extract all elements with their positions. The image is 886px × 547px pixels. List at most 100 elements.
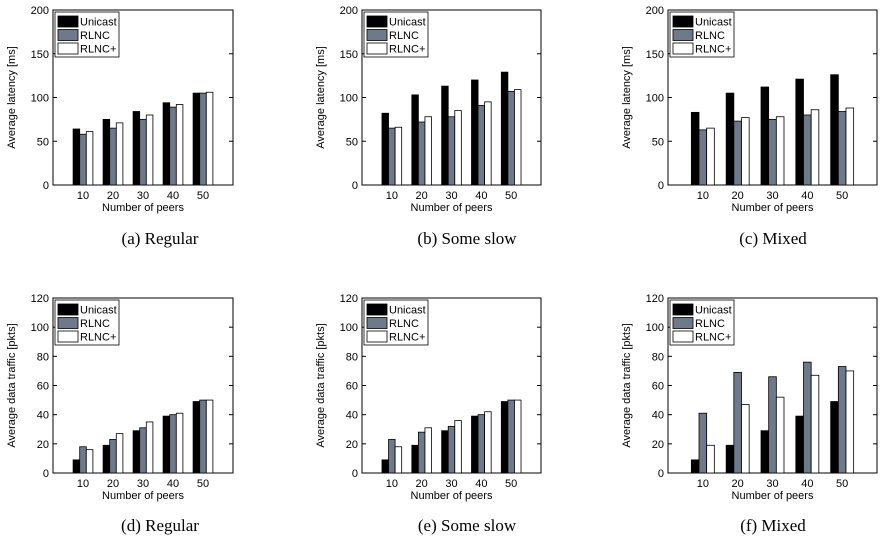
bar-rlnc-plus bbox=[205, 91, 214, 186]
y-tick-label: 80 bbox=[652, 351, 664, 363]
bar-unicast bbox=[381, 459, 389, 474]
x-tick-label: 30 bbox=[137, 190, 149, 202]
y-tick-label: 120 bbox=[646, 293, 664, 305]
x-tick-label: 30 bbox=[445, 190, 457, 202]
bar-unicast bbox=[725, 92, 735, 186]
x-tick-label: 50 bbox=[836, 190, 848, 202]
legend-swatch bbox=[57, 303, 79, 316]
bar-rlnc-plus bbox=[454, 420, 462, 474]
y-tick-label: 80 bbox=[37, 351, 49, 363]
y-tick-label: 20 bbox=[652, 439, 664, 451]
y-axis-label: Average latency [ms] bbox=[6, 46, 18, 149]
x-tick-label: 30 bbox=[445, 478, 457, 490]
y-tick-label: 40 bbox=[346, 410, 358, 422]
x-axis-label: Number of peers bbox=[411, 202, 493, 214]
bar-unicast bbox=[381, 112, 389, 186]
bar-unicast bbox=[162, 102, 171, 186]
bar-rlnc-plus bbox=[845, 107, 855, 186]
y-tick-label: 100 bbox=[31, 93, 49, 105]
bar-rlnc-plus bbox=[145, 421, 154, 474]
caption-a: (a) Regular bbox=[121, 229, 199, 248]
x-axis-label: Number of peers bbox=[411, 490, 493, 502]
y-tick-label: 0 bbox=[352, 468, 358, 480]
bar-rlnc bbox=[79, 133, 87, 186]
y-tick-label: 50 bbox=[37, 136, 49, 148]
bar-rlnc bbox=[837, 111, 847, 186]
bar-rlnc bbox=[417, 431, 426, 474]
legend-label: RLNC+ bbox=[389, 44, 425, 56]
bar-rlnc bbox=[803, 361, 812, 474]
legend-label: RLNC bbox=[695, 318, 725, 330]
legend-swatch bbox=[672, 29, 694, 41]
x-tick-label: 40 bbox=[167, 478, 179, 490]
x-tick-label: 50 bbox=[505, 478, 517, 490]
legend-swatch bbox=[672, 15, 694, 28]
y-tick-label: 0 bbox=[658, 180, 664, 192]
x-tick-label: 30 bbox=[766, 478, 778, 490]
bar-rlnc-plus bbox=[810, 109, 820, 186]
bar-rlnc-plus bbox=[514, 89, 522, 186]
x-tick-label: 10 bbox=[697, 478, 709, 490]
legend-label: RLNC+ bbox=[389, 332, 425, 344]
bar-unicast bbox=[690, 459, 700, 474]
bar-rlnc bbox=[447, 116, 456, 186]
bar-rlnc-plus bbox=[706, 444, 715, 474]
caption-b: (b) Some slow bbox=[417, 229, 517, 248]
bar-unicast bbox=[471, 79, 479, 186]
x-tick-label: 40 bbox=[167, 190, 179, 202]
y-tick-label: 0 bbox=[43, 180, 49, 192]
bar-rlnc-plus bbox=[454, 110, 462, 186]
bar-rlnc bbox=[417, 121, 426, 186]
y-tick-label: 60 bbox=[37, 381, 49, 393]
bar-unicast bbox=[72, 459, 81, 474]
y-tick-label: 0 bbox=[658, 468, 664, 480]
legend-swatch bbox=[57, 15, 79, 28]
bar-rlnc-plus bbox=[741, 117, 750, 186]
y-tick-label: 20 bbox=[37, 439, 49, 451]
bar-rlnc bbox=[768, 376, 777, 474]
bar-rlnc bbox=[507, 90, 515, 186]
x-axis-label: Number of peers bbox=[102, 202, 184, 214]
legend-swatch bbox=[672, 303, 694, 316]
legend-label: RLNC+ bbox=[695, 44, 731, 56]
legend-swatch bbox=[366, 29, 388, 41]
y-tick-label: 100 bbox=[31, 322, 49, 334]
y-axis-label: Average latency [ms] bbox=[315, 46, 327, 149]
y-axis-label: Average data traffic [pkts] bbox=[6, 323, 18, 447]
y-tick-label: 150 bbox=[340, 49, 358, 61]
bar-rlnc-plus bbox=[85, 449, 94, 474]
bar-rlnc-plus bbox=[741, 404, 750, 474]
bar-rlnc-plus bbox=[205, 399, 214, 474]
x-tick-label: 40 bbox=[475, 478, 487, 490]
x-tick-label: 50 bbox=[505, 190, 517, 202]
legend-label: RLNC bbox=[80, 30, 110, 42]
legend-label: Unicast bbox=[389, 17, 426, 29]
bar-rlnc-plus bbox=[484, 411, 492, 474]
x-tick-label: 40 bbox=[801, 190, 813, 202]
bar-rlnc bbox=[507, 399, 515, 474]
bar-rlnc-plus bbox=[845, 370, 855, 474]
bar-rlnc-plus bbox=[424, 427, 432, 474]
bar-unicast bbox=[500, 401, 509, 474]
legend-label: RLNC+ bbox=[80, 44, 116, 56]
bar-unicast bbox=[725, 444, 735, 474]
bar-unicast bbox=[830, 74, 839, 186]
bar-unicast bbox=[192, 92, 201, 186]
y-tick-label: 100 bbox=[340, 322, 358, 334]
bar-rlnc-plus bbox=[85, 131, 94, 186]
y-tick-label: 200 bbox=[31, 5, 49, 17]
legend-swatch bbox=[57, 29, 79, 41]
x-axis-label: Number of peers bbox=[102, 490, 184, 502]
legend-label: Unicast bbox=[695, 17, 732, 29]
x-tick-label: 10 bbox=[77, 478, 89, 490]
bar-unicast bbox=[471, 415, 479, 474]
bar-rlnc bbox=[388, 439, 396, 474]
legend-swatch bbox=[366, 15, 388, 28]
caption-c: (c) Mixed bbox=[739, 229, 807, 248]
bar-unicast bbox=[795, 78, 804, 186]
chart-panel: 0 50 100 150 200 10 20 30 40 50 Number of peers Ave… bbox=[621, 5, 878, 214]
x-axis-label: Number of peers bbox=[732, 202, 814, 214]
